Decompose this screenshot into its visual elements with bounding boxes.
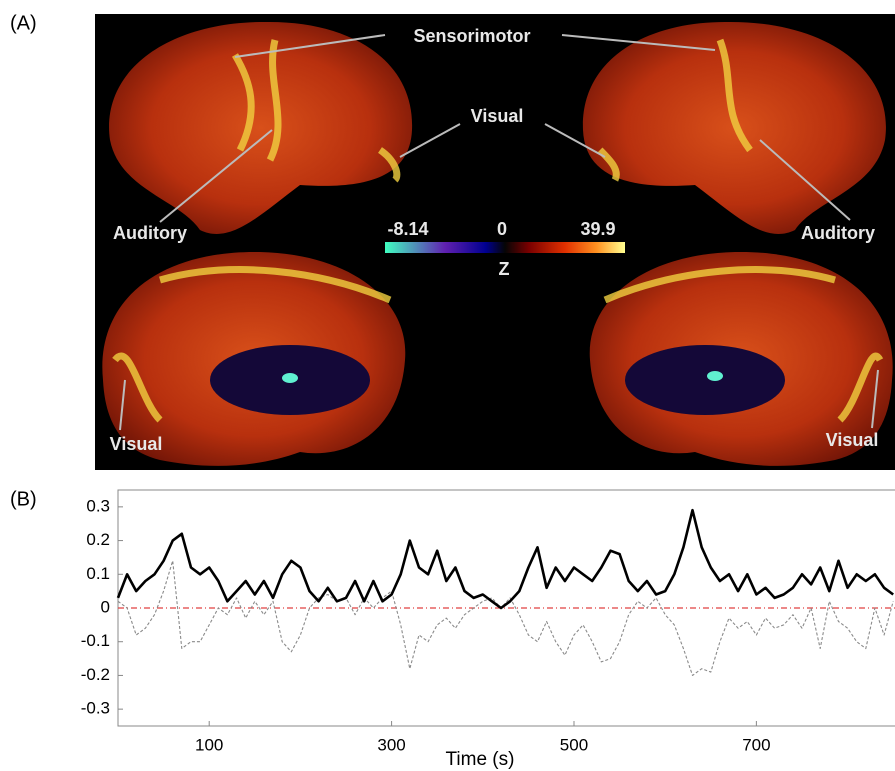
brain-images [102, 21, 893, 466]
x-axis-label: Time (s) [446, 749, 515, 770]
x-tick-label: 500 [560, 735, 588, 754]
leader-lines [119, 34, 879, 431]
y-tick-label: 0.3 [86, 496, 110, 515]
y-tick-label: -0.3 [81, 699, 110, 718]
panel-label: (B) [10, 488, 37, 510]
x-tick-label: 700 [742, 735, 770, 754]
line-chart: 0.3 0.2 0.1 0 -0.1 -0.2 -0.3 100 300 500 700 Time (… [81, 489, 895, 770]
panel-label: (A) [10, 12, 37, 34]
colorbar-tick-label: 39.9 [580, 219, 615, 239]
y-tick-label: 0.2 [86, 530, 110, 549]
brain-annotation: Visual [826, 430, 879, 450]
brain-annotation: Visual [110, 434, 163, 454]
brain-annotation: Auditory [113, 223, 187, 243]
colorbar [385, 242, 625, 253]
series-line [116, 508, 894, 610]
y-tick-label: -0.1 [81, 631, 110, 650]
y-tick-label: 0.1 [86, 564, 110, 583]
plot-frame [117, 489, 895, 727]
series-line [117, 560, 894, 676]
brain-annotation: Auditory [801, 223, 875, 243]
x-tick-label: 300 [377, 735, 405, 754]
brain-annotation: Visual [471, 106, 524, 126]
y-tick-label: -0.2 [81, 665, 110, 684]
colorbar-tick-label: 0 [497, 219, 507, 239]
brain-annotation: Sensorimotor [413, 26, 530, 46]
colorbar-tick-label: -8.14 [387, 219, 428, 239]
colorbar-title: Z [499, 259, 510, 279]
y-tick-label: 0 [101, 597, 110, 616]
x-tick-label: 100 [195, 735, 223, 754]
